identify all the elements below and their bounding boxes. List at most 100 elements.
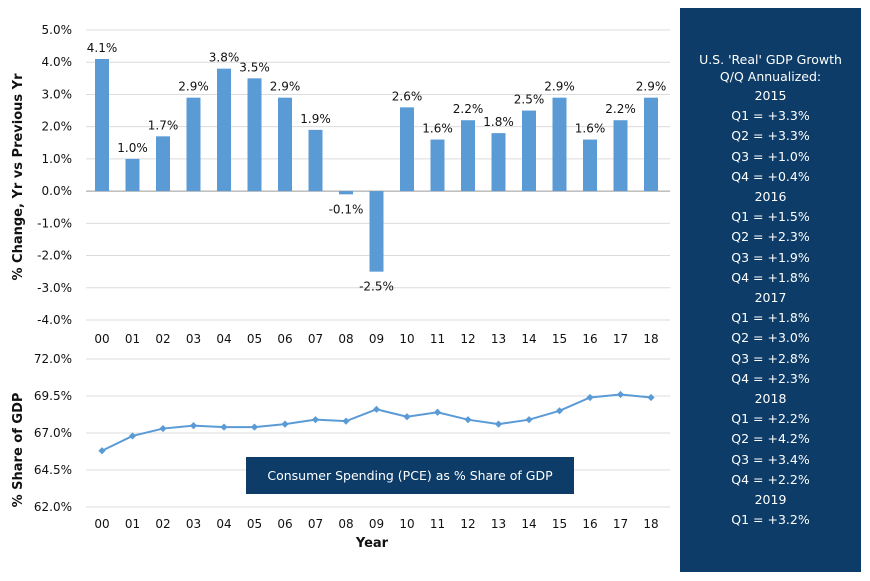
line-x-tick-label: 11 <box>430 517 445 531</box>
bar-x-tick-label: 16 <box>582 332 597 346</box>
bar-13 <box>491 133 506 192</box>
pce-point-02 <box>159 424 167 433</box>
bar-y-tick-label: -3.0% <box>37 281 72 295</box>
bar-17 <box>613 120 628 192</box>
line-x-tick-label: 04 <box>216 517 231 531</box>
line-x-tick-label: 13 <box>491 517 506 531</box>
line-x-tick-label: 08 <box>338 517 353 531</box>
info-panel-lines: 2015 Q1 = +3.3% Q2 = +3.3% Q3 = +1.0% Q4 = +… <box>680 86 861 530</box>
bar-01 <box>125 158 140 192</box>
info-panel-line: Q3 = +2.8% <box>731 350 810 366</box>
pce-point-16 <box>586 393 594 402</box>
line-x-tick-label: 18 <box>643 517 658 531</box>
line-x-tick-label: 09 <box>369 517 384 531</box>
bar-data-label: 2.6% <box>392 89 423 103</box>
pce-share-line-chart: 72.0% 69.5% 67.0% 64.5% 62.0% 00 01 02 03 04 05 06 0… <box>34 352 670 531</box>
info-panel-line: 2018 <box>754 391 787 407</box>
info-panel-line: 2016 <box>754 189 787 205</box>
bar-y-tick-label: 5.0% <box>42 23 73 37</box>
info-panel-line: 2017 <box>754 290 787 306</box>
bar-data-label: 2.2% <box>605 102 636 116</box>
pce-share-series-line <box>101 393 652 452</box>
bar-y-tick-label: 0.0% <box>42 184 73 198</box>
bar-x-tick-label: 18 <box>643 332 658 346</box>
bar-y-tick-label: 2.0% <box>42 120 73 134</box>
x-axis-label: Year <box>355 536 389 551</box>
bar-x-tick-label: 06 <box>277 332 292 346</box>
info-panel-line: Q1 = +1.8% <box>731 310 810 326</box>
bar-x-tick-label: 09 <box>369 332 384 346</box>
bar-y-tick-label: 1.0% <box>42 152 73 166</box>
info-panel-line: Q4 = +2.3% <box>731 370 810 386</box>
line-x-tick-label: 06 <box>277 517 292 531</box>
bar-data-label: 3.8% <box>209 51 240 65</box>
line-x-tick-label: 16 <box>582 517 597 531</box>
info-panel-line: Q1 = +1.5% <box>731 209 810 225</box>
bar-data-label: 2.9% <box>636 80 667 94</box>
bar-data-label: 2.9% <box>544 80 575 94</box>
bar-15 <box>552 97 567 192</box>
pce-point-01 <box>128 432 137 440</box>
pce-point-18 <box>647 393 655 402</box>
bar-18 <box>644 97 658 192</box>
bar-07 <box>308 129 323 192</box>
info-panel-line: Q3 = +1.9% <box>731 249 810 265</box>
bar-x-tick-label: 04 <box>216 332 231 346</box>
info-panel-line: Q3 = +3.4% <box>731 451 810 467</box>
info-panel-line: Q4 = +2.2% <box>731 471 810 487</box>
pce-point-07 <box>311 416 320 424</box>
bar-x-tick-label: 13 <box>491 332 506 346</box>
bar-05 <box>247 78 262 192</box>
pce-point-09 <box>372 405 381 413</box>
bar-y-tick-label: -1.0% <box>37 216 72 230</box>
line-y-tick-label: 67.0% <box>34 426 72 440</box>
info-panel-line: 2019 <box>754 492 787 508</box>
pce-point-10 <box>403 413 411 421</box>
bar-y-tick-label: -2.0% <box>37 249 72 263</box>
pce-annotation-text: Consumer Spending (PCE) as % Share of GD… <box>267 468 553 483</box>
bar-x-tick-label: 12 <box>460 332 475 346</box>
bar-08 <box>339 191 353 195</box>
pce-point-13 <box>494 420 503 428</box>
line-x-tick-label: 12 <box>460 517 475 531</box>
info-panel-line: Q2 = +3.0% <box>731 330 810 346</box>
bar-x-tick-label: 10 <box>399 332 414 346</box>
bar-x-tick-label: 02 <box>155 332 170 346</box>
line-y-tick-label: 72.0% <box>34 352 72 366</box>
bar-x-tick-label: 14 <box>521 332 536 346</box>
pce-point-12 <box>464 416 472 424</box>
bar-x-tick-label: 15 <box>552 332 567 346</box>
gdp-growth-bar-chart: 5.0% 4.0% 3.0% 2.0% 1.0% 0.0% -1.0% -2.0% -3.0% -… <box>37 23 670 346</box>
bar-x-tick-label: 11 <box>430 332 445 346</box>
pce-point-17 <box>616 390 625 399</box>
line-x-tick-label: 00 <box>94 517 109 531</box>
pce-point-15 <box>555 407 564 415</box>
bar-x-tick-label: 07 <box>308 332 323 346</box>
line-x-tick-label: 07 <box>308 517 323 531</box>
info-panel-line: Q4 = +0.4% <box>731 168 810 184</box>
pce-point-04 <box>220 423 228 431</box>
line-x-tick-label: 14 <box>521 517 536 531</box>
pce-point-11 <box>433 408 442 416</box>
pce-annotation-box <box>246 457 574 494</box>
bar-y-tick-label: -4.0% <box>37 313 72 327</box>
bar-04 <box>217 68 231 192</box>
pce-point-05 <box>250 423 259 431</box>
line-y-tick-label: 69.5% <box>34 389 72 403</box>
bar-data-label: 2.9% <box>270 80 301 94</box>
bar-16 <box>583 139 597 192</box>
info-panel-line: Q1 = +3.3% <box>731 108 810 124</box>
line-x-tick-label: 03 <box>186 517 201 531</box>
bar-data-label: -2.5% <box>359 280 394 294</box>
bar-y-tick-label: 3.0% <box>42 87 73 101</box>
bar-14 <box>522 110 536 192</box>
bar-x-tick-label: 00 <box>94 332 109 346</box>
info-panel-line: Q2 = +4.2% <box>731 431 810 447</box>
info-panel-line: Q3 = +1.0% <box>731 148 810 164</box>
info-panel-line: Q2 = +3.3% <box>731 128 810 144</box>
info-panel-line: 2015 <box>754 88 787 103</box>
bar-data-label: 4.1% <box>87 41 118 55</box>
bar-data-label: 2.9% <box>178 80 209 94</box>
line-y-tick-label: 62.0% <box>34 500 72 514</box>
line-x-tick-label: 10 <box>399 517 414 531</box>
